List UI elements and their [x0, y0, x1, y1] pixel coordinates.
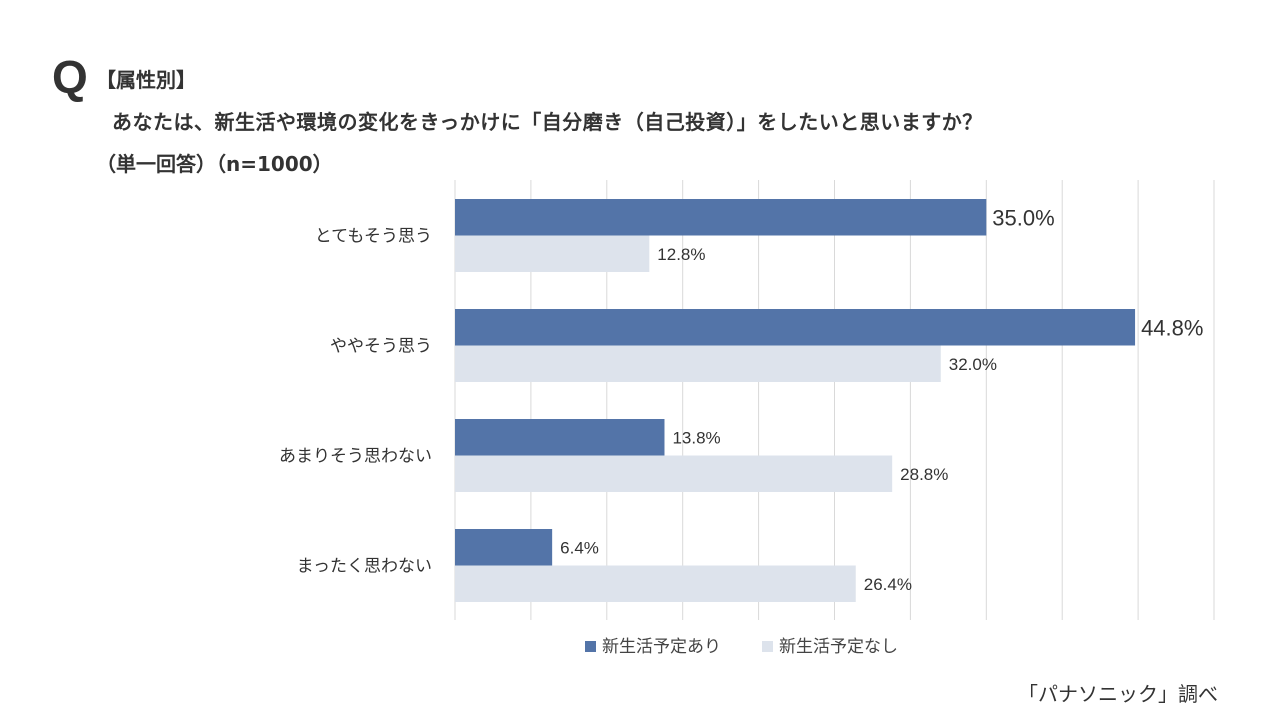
- data-label: 6.4%: [560, 538, 599, 557]
- data-label: 26.4%: [864, 575, 912, 594]
- data-label: 12.8%: [657, 245, 705, 264]
- answer-meta: （単一回答）（n=1000）: [96, 152, 333, 176]
- category-label: まったく思わない: [297, 557, 432, 577]
- legend-label: 新生活予定なし: [779, 637, 898, 657]
- category-label: ややそう思う: [330, 337, 432, 357]
- category-label: あまりそう思わない: [279, 447, 432, 467]
- data-label: 28.8%: [900, 465, 948, 484]
- legend-swatch: [762, 641, 773, 652]
- bar-without-plan: [455, 565, 856, 602]
- attribute-label: 【属性別】: [96, 68, 196, 92]
- legend-label: 新生活予定あり: [602, 637, 721, 657]
- legend-swatch: [585, 641, 596, 652]
- bar-with-plan: [455, 309, 1136, 346]
- bar-without-plan: [455, 455, 893, 492]
- q-mark: Q: [52, 51, 88, 103]
- bar-with-plan: [455, 529, 553, 566]
- bar-with-plan: [455, 419, 665, 456]
- data-label: 13.8%: [672, 428, 720, 447]
- source-note: 「パナソニック」調べ: [1018, 682, 1218, 706]
- data-label: 32.0%: [949, 355, 997, 374]
- bar-without-plan: [455, 345, 941, 382]
- category-label: とてもそう思う: [315, 227, 432, 247]
- bar-with-plan: [455, 199, 987, 236]
- bar-without-plan: [455, 235, 650, 272]
- data-label: 44.8%: [1141, 315, 1203, 340]
- question-text: あなたは、新生活や環境の変化をきっかけに「自分磨き（自己投資）」をしたいと思いま…: [112, 110, 983, 134]
- data-label: 35.0%: [992, 205, 1054, 230]
